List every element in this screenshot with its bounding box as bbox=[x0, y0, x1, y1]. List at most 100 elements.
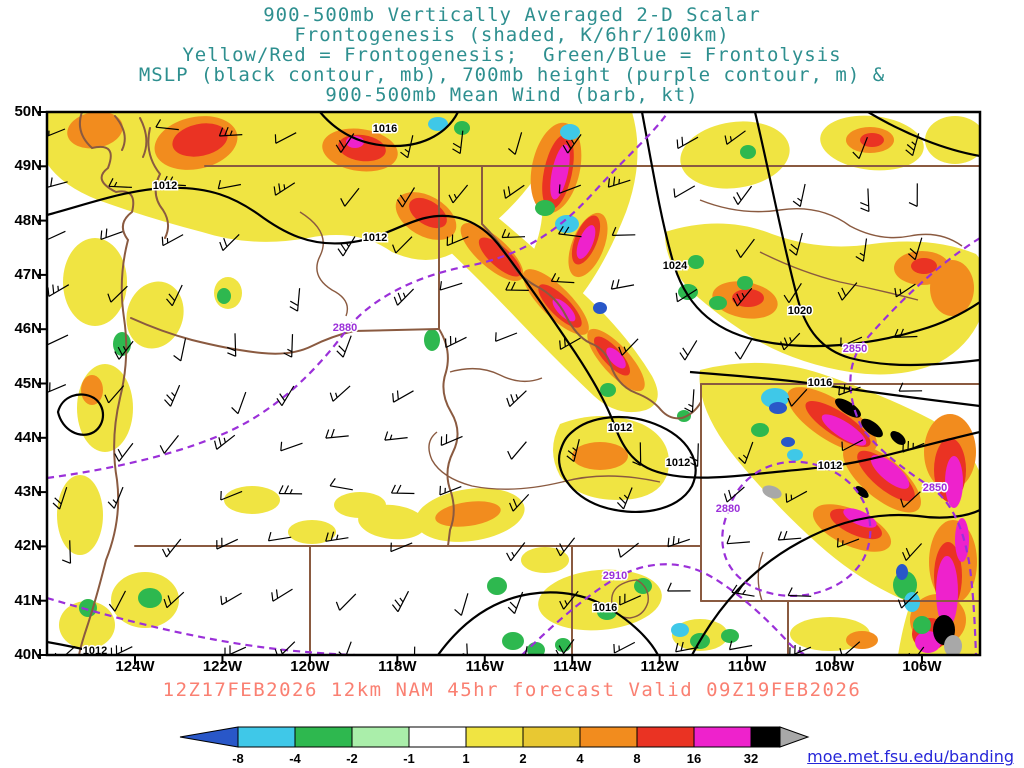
wind-barb bbox=[632, 442, 642, 466]
wind-barb bbox=[162, 175, 186, 187]
colorbar-tick-label: 1 bbox=[462, 751, 469, 766]
wind-barb bbox=[107, 285, 128, 303]
wind-barb bbox=[276, 385, 295, 407]
colorbar-segment bbox=[636, 726, 695, 748]
map-title: 900-500mb Vertically Averaged 2-D Scalar… bbox=[0, 5, 1024, 105]
wind-barb bbox=[897, 591, 919, 609]
mslp-label: 1012 bbox=[666, 457, 690, 469]
site-link[interactable]: moe.met.fsu.edu/banding bbox=[807, 747, 1014, 766]
lon-label: 118W bbox=[378, 658, 417, 675]
colorbar-segment bbox=[294, 726, 353, 748]
lat-label: 41N bbox=[14, 591, 42, 609]
wind-barb bbox=[675, 288, 698, 303]
wind-barb bbox=[445, 335, 467, 349]
colorbar: -8 -4 -2 -1 1 2 4 8 16 32 bbox=[179, 726, 810, 766]
lat-label: 40N bbox=[14, 646, 42, 663]
lat-label: 46N bbox=[14, 320, 42, 338]
wind-barb bbox=[390, 484, 415, 495]
wind-barb bbox=[734, 338, 753, 360]
wind-barb bbox=[780, 332, 801, 351]
wind-barb bbox=[908, 183, 918, 207]
wind-barb bbox=[506, 390, 527, 408]
wind-barb bbox=[840, 336, 863, 348]
wind-barb bbox=[384, 431, 408, 441]
wind-barb bbox=[390, 542, 413, 553]
colorbar-segment bbox=[522, 726, 581, 748]
wind-barb bbox=[219, 233, 240, 252]
wind-barb bbox=[676, 136, 699, 150]
wind-barb bbox=[837, 282, 858, 301]
wind-barb bbox=[836, 538, 860, 548]
wind-barb bbox=[503, 184, 525, 199]
mslp-label: 1012 bbox=[818, 460, 842, 472]
wind-barb bbox=[114, 340, 134, 360]
wind-barb bbox=[787, 587, 812, 597]
wind-barb bbox=[908, 237, 923, 261]
wind-barb bbox=[454, 593, 469, 616]
wind-barb bbox=[226, 333, 237, 357]
wind-barb bbox=[507, 591, 524, 615]
forecast-caption: 12Z17FEB2026 12km NAM 45hr forecast Vali… bbox=[162, 679, 862, 701]
wind-barb bbox=[905, 133, 920, 157]
wind-barb bbox=[161, 234, 184, 247]
wind-barb bbox=[114, 442, 134, 462]
wind-barb bbox=[325, 428, 349, 439]
wind-barb bbox=[325, 531, 349, 542]
wind-barb bbox=[271, 588, 293, 602]
wind-barb bbox=[439, 485, 462, 496]
wind-barb bbox=[501, 228, 526, 239]
wind-barb bbox=[607, 176, 631, 188]
colorbar-tick-label: 2 bbox=[519, 751, 526, 766]
wind-barb bbox=[852, 136, 868, 160]
wind-barb bbox=[838, 384, 861, 396]
wind-barb bbox=[738, 441, 754, 465]
map-title-line: 900-500mb Vertically Averaged 2-D Scalar bbox=[263, 4, 761, 26]
wind-barb bbox=[566, 439, 580, 462]
wind-barb bbox=[231, 391, 247, 415]
wind-barb bbox=[217, 179, 242, 190]
wind-barb bbox=[724, 130, 746, 145]
wind-barb bbox=[440, 434, 463, 446]
hgt-label: 2850 bbox=[923, 482, 947, 494]
wind-barb bbox=[108, 590, 127, 612]
wind-barb bbox=[559, 590, 579, 610]
wind-barb bbox=[224, 645, 247, 655]
mslp-label: 1024 bbox=[663, 260, 688, 272]
lat-label: 42N bbox=[14, 537, 42, 555]
lon-label: 108W bbox=[814, 658, 855, 675]
wind-barb bbox=[558, 225, 582, 238]
wind-barb bbox=[732, 287, 753, 307]
lat-label: 47N bbox=[14, 265, 42, 283]
wind-barb bbox=[392, 236, 413, 254]
wind-barb bbox=[173, 338, 187, 362]
colorbar-segment bbox=[237, 726, 296, 748]
hgt-label: 2880 bbox=[333, 322, 357, 334]
wind-barb bbox=[902, 543, 923, 561]
wind-barb bbox=[392, 390, 414, 403]
wind-barb bbox=[391, 590, 410, 613]
lon-label: 120W bbox=[290, 658, 330, 675]
axis-ticks bbox=[38, 111, 923, 664]
wind-barb bbox=[340, 187, 360, 207]
wind-barb bbox=[617, 542, 639, 558]
wind-barb bbox=[898, 382, 923, 392]
colorbar-tick-label: -8 bbox=[232, 751, 244, 766]
wind-barb bbox=[220, 592, 242, 606]
colorbar-segment bbox=[408, 726, 467, 748]
map-title-line: 900-500mb Mean Wind (barb, kt) bbox=[325, 84, 699, 106]
wind-barb bbox=[108, 178, 132, 188]
wind-barb bbox=[495, 332, 518, 342]
wind-barb bbox=[104, 385, 125, 404]
wind-barb bbox=[439, 281, 463, 291]
height-contours bbox=[47, 112, 980, 655]
wind-barb bbox=[446, 234, 469, 247]
wind-barb bbox=[336, 335, 352, 358]
wind-barb bbox=[900, 491, 921, 508]
wind-barb bbox=[559, 337, 581, 350]
colorbar-tick-label: -4 bbox=[289, 751, 301, 766]
wind-barb bbox=[893, 328, 918, 338]
wind-barb bbox=[335, 133, 355, 153]
wind-barb bbox=[329, 478, 353, 491]
wind-barb bbox=[107, 486, 124, 509]
